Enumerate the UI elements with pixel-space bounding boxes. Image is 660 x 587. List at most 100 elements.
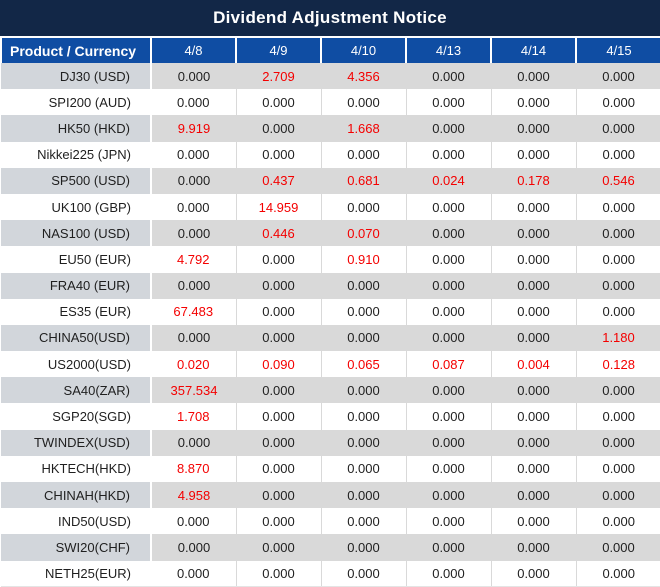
value-cell: 0.000 bbox=[490, 193, 576, 221]
value-cell: 0.024 bbox=[406, 167, 491, 194]
value-cell: 0.000 bbox=[575, 246, 660, 273]
value-cell: 0.000 bbox=[491, 220, 576, 247]
value-cell: 0.000 bbox=[405, 403, 491, 430]
value-cell: 0.000 bbox=[576, 482, 660, 509]
value-cell: 0.000 bbox=[490, 298, 576, 325]
table-row: FRA40 (EUR) 0.000 0.000 0.000 0.000 0.00… bbox=[1, 272, 660, 299]
column-header-date-4: 4/13 bbox=[405, 38, 491, 63]
value-cell: 0.000 bbox=[235, 246, 321, 273]
value-cell: 0.087 bbox=[405, 351, 491, 378]
value-cell: 0.000 bbox=[490, 560, 576, 587]
value-cell: 0.000 bbox=[406, 377, 491, 404]
column-header-date-6: 4/15 bbox=[575, 38, 660, 63]
value-cell: 0.000 bbox=[491, 63, 576, 90]
product-cell: SWI20(CHF) bbox=[1, 534, 152, 561]
value-cell: 0.000 bbox=[406, 324, 491, 352]
product-cell: Nikkei225 (JPN) bbox=[1, 141, 151, 168]
column-header-product-currency: Product / Currency bbox=[0, 38, 151, 63]
value-cell: 0.000 bbox=[321, 272, 406, 299]
value-cell: 0.000 bbox=[405, 508, 491, 535]
value-cell: 1.180 bbox=[576, 324, 660, 352]
value-cell: 0.000 bbox=[235, 455, 321, 482]
value-cell: 0.000 bbox=[490, 89, 576, 116]
value-cell: 0.000 bbox=[405, 455, 491, 482]
value-cell: 0.000 bbox=[575, 89, 660, 116]
dividend-table: Product / Currency 4/8 4/9 4/10 4/13 4/1… bbox=[0, 38, 660, 587]
column-header-date-1: 4/8 bbox=[150, 38, 236, 63]
value-cell: 0.000 bbox=[236, 115, 321, 142]
value-cell: 0.000 bbox=[236, 377, 321, 404]
value-cell: 0.000 bbox=[320, 508, 406, 535]
table-row: ES35 (EUR) 67.483 0.000 0.000 0.000 0.00… bbox=[1, 298, 660, 325]
value-cell: 4.356 bbox=[321, 63, 406, 90]
value-cell: 9.919 bbox=[151, 115, 236, 142]
value-cell: 0.000 bbox=[320, 455, 406, 482]
value-cell: 0.000 bbox=[406, 429, 491, 456]
table-row: HKTECH(HKD) 8.870 0.000 0.000 0.000 0.00… bbox=[1, 455, 660, 482]
value-cell: 0.000 bbox=[575, 298, 660, 325]
value-cell: 0.000 bbox=[151, 429, 236, 456]
value-cell: 0.000 bbox=[576, 377, 660, 404]
value-cell: 0.000 bbox=[235, 89, 321, 116]
table-row: TWINDEX(USD) 0.000 0.000 0.000 0.000 0.0… bbox=[1, 429, 660, 456]
value-cell: 0.000 bbox=[151, 193, 236, 221]
value-cell: 0.000 bbox=[576, 115, 660, 142]
table-row: CHINAH(HKD) 4.958 0.000 0.000 0.000 0.00… bbox=[1, 482, 660, 509]
value-cell: 0.910 bbox=[320, 246, 406, 273]
value-cell: 1.708 bbox=[151, 403, 236, 430]
value-cell: 0.000 bbox=[151, 560, 236, 587]
value-cell: 0.000 bbox=[406, 272, 491, 299]
column-header-date-2: 4/9 bbox=[235, 38, 321, 63]
value-cell: 0.000 bbox=[491, 377, 576, 404]
value-cell: 0.000 bbox=[491, 429, 576, 456]
value-cell: 0.178 bbox=[491, 167, 576, 194]
value-cell: 0.000 bbox=[575, 560, 660, 587]
value-cell: 14.959 bbox=[235, 193, 321, 221]
value-cell: 0.000 bbox=[320, 403, 406, 430]
table-header-row: Product / Currency 4/8 4/9 4/10 4/13 4/1… bbox=[0, 38, 660, 63]
product-cell: EU50 (EUR) bbox=[1, 246, 151, 273]
value-cell: 67.483 bbox=[151, 298, 236, 325]
table-row: DJ30 (USD) 0.000 2.709 4.356 0.000 0.000… bbox=[1, 63, 660, 90]
value-cell: 0.000 bbox=[235, 141, 321, 168]
table-row: UK100 (GBP) 0.000 14.959 0.000 0.000 0.0… bbox=[1, 193, 660, 221]
value-cell: 0.000 bbox=[235, 298, 321, 325]
value-cell: 0.000 bbox=[405, 298, 491, 325]
product-cell: NETH25(EUR) bbox=[1, 560, 151, 587]
value-cell: 4.792 bbox=[151, 246, 236, 273]
value-cell: 0.000 bbox=[320, 298, 406, 325]
value-cell: 0.000 bbox=[236, 324, 321, 352]
value-cell: 0.000 bbox=[405, 246, 491, 273]
value-cell: 0.000 bbox=[576, 220, 660, 247]
value-cell: 0.000 bbox=[151, 220, 236, 247]
value-cell: 0.000 bbox=[320, 193, 406, 221]
value-cell: 0.000 bbox=[151, 508, 236, 535]
value-cell: 0.000 bbox=[491, 534, 576, 561]
product-cell: SGP20(SGD) bbox=[1, 403, 151, 430]
value-cell: 0.000 bbox=[576, 63, 660, 90]
value-cell: 0.000 bbox=[406, 63, 491, 90]
value-cell: 0.000 bbox=[151, 272, 236, 299]
product-cell: NAS100 (USD) bbox=[1, 220, 152, 247]
product-cell: TWINDEX(USD) bbox=[1, 429, 152, 456]
product-cell: CHINAH(HKD) bbox=[1, 482, 152, 509]
page-title: Dividend Adjustment Notice bbox=[0, 0, 660, 38]
table-row: Nikkei225 (JPN) 0.000 0.000 0.000 0.000 … bbox=[1, 141, 660, 168]
table-row: SP500 (USD) 0.000 0.437 0.681 0.024 0.17… bbox=[1, 167, 660, 194]
table-row: SGP20(SGD) 1.708 0.000 0.000 0.000 0.000… bbox=[1, 403, 660, 430]
product-cell: HK50 (HKD) bbox=[1, 115, 152, 142]
value-cell: 1.668 bbox=[321, 115, 406, 142]
value-cell: 0.000 bbox=[321, 429, 406, 456]
value-cell: 0.000 bbox=[490, 508, 576, 535]
value-cell: 0.000 bbox=[321, 482, 406, 509]
value-cell: 0.000 bbox=[236, 534, 321, 561]
product-cell: CHINA50(USD) bbox=[1, 324, 152, 352]
product-cell: DJ30 (USD) bbox=[1, 63, 152, 90]
value-cell: 0.000 bbox=[490, 246, 576, 273]
value-cell: 0.000 bbox=[151, 141, 236, 168]
value-cell: 0.000 bbox=[406, 220, 491, 247]
value-cell: 0.000 bbox=[491, 482, 576, 509]
value-cell: 0.004 bbox=[490, 351, 576, 378]
value-cell: 0.020 bbox=[151, 351, 236, 378]
